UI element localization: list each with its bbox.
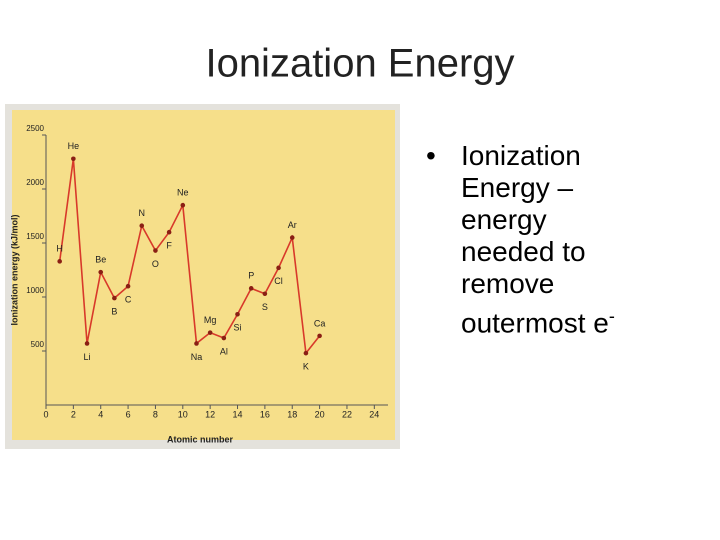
point-label: He — [68, 141, 80, 151]
x-tick-label: 8 — [153, 409, 158, 419]
x-tick-label: 14 — [233, 409, 243, 419]
point-label: Al — [220, 346, 228, 356]
data-point — [235, 311, 240, 317]
data-point — [289, 235, 295, 240]
point-label: Cl — [274, 276, 283, 286]
data-point — [317, 333, 322, 339]
point-label: H — [56, 244, 63, 254]
y-tick-label: 1000 — [26, 286, 44, 295]
x-tick-label: 10 — [178, 409, 188, 419]
point-label: Na — [191, 352, 203, 362]
data-line — [58, 158, 321, 356]
data-point — [262, 291, 268, 297]
point-label: C — [125, 295, 132, 305]
point-label: Ar — [288, 220, 297, 230]
data-point — [98, 269, 104, 275]
data-point — [139, 223, 145, 229]
data-point — [112, 295, 117, 301]
point-label: K — [303, 362, 309, 372]
x-tick-label: 4 — [98, 409, 103, 419]
point-label: Ca — [314, 318, 326, 328]
data-point — [248, 286, 254, 291]
data-point — [207, 330, 213, 335]
data-point — [153, 248, 158, 253]
plot-panel — [12, 110, 395, 440]
data-point — [221, 335, 227, 341]
y-tick-label: 500 — [31, 340, 45, 349]
point-label: Be — [95, 255, 106, 265]
point-label: B — [111, 306, 117, 316]
x-tick-label: 16 — [260, 409, 270, 419]
point-label: O — [152, 259, 159, 269]
point-label: S — [262, 302, 268, 312]
x-tick-label: 6 — [126, 409, 131, 419]
y-tick-label: 2000 — [26, 178, 44, 187]
point-label: P — [248, 271, 254, 281]
x-tick-label: 24 — [369, 409, 379, 419]
data-point — [303, 350, 309, 356]
y-tick-label: 1500 — [26, 232, 44, 241]
slide-title: Ionization Energy — [205, 42, 514, 86]
y-axis-title: Ionization energy (kJ/mol) — [9, 214, 19, 325]
bullet-body: Ionization Energy – energy needed to rem… — [461, 140, 609, 339]
data-point — [84, 341, 90, 346]
point-label: Mg — [204, 315, 217, 325]
data-point — [276, 265, 281, 271]
x-axis-title: Atomic number — [167, 434, 234, 444]
x-tick-label: 18 — [287, 409, 297, 419]
x-tick-label: 2 — [71, 409, 76, 419]
point-label: Si — [234, 323, 242, 333]
data-point — [57, 259, 62, 264]
x-tick-label: 20 — [315, 409, 325, 419]
y-tick-label: 2500 — [26, 124, 44, 133]
data-point — [125, 283, 131, 289]
point-label: N — [139, 208, 146, 218]
data-point — [71, 156, 76, 162]
x-tick-label: 22 — [342, 409, 352, 419]
data-point — [166, 229, 172, 235]
x-tick-label: 12 — [205, 409, 215, 419]
point-label: Ne — [177, 188, 189, 198]
data-point — [180, 202, 186, 208]
x-tick-label: 0 — [43, 409, 48, 419]
bullet-text: Ionization Energy – energy needed to rem… — [461, 140, 621, 339]
point-label: Li — [84, 352, 91, 362]
bullet-symbol: • — [426, 140, 436, 171]
bullet-sup: - — [608, 306, 615, 326]
point-label: F — [166, 241, 172, 251]
data-point — [194, 341, 199, 346]
